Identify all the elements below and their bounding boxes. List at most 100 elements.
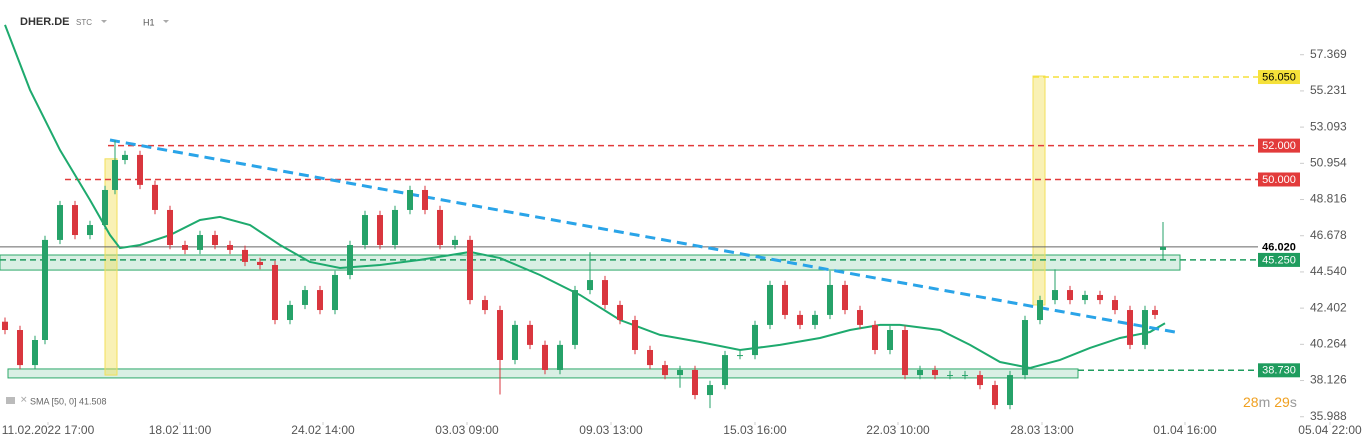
level-label-box <box>1258 138 1300 153</box>
candle-body <box>1052 290 1058 301</box>
candle-body <box>1160 246 1166 250</box>
candle-body <box>932 369 938 376</box>
x-tick-label: 01.04 16:00 <box>1153 423 1217 437</box>
y-tick-label: 44.540 <box>1310 264 1347 278</box>
candle-body <box>587 280 593 291</box>
candle-body <box>977 375 983 386</box>
market[interactable]: STC <box>76 18 92 27</box>
level-label-box <box>1258 239 1300 254</box>
candle-body <box>17 330 23 366</box>
candle-body <box>197 235 203 250</box>
y-tick-label: 46.678 <box>1310 228 1347 242</box>
candle-body <box>497 310 503 360</box>
candle-body <box>152 184 158 210</box>
indicator-icon[interactable] <box>6 397 15 404</box>
y-tick-label: 50.954 <box>1310 156 1347 170</box>
candle-body <box>377 215 383 246</box>
candle-body <box>122 154 128 161</box>
level-label-box <box>1258 363 1300 378</box>
x-tick-label: 09.03 13:00 <box>579 423 643 437</box>
candle-body <box>902 330 908 376</box>
candle-body <box>1007 375 1013 406</box>
candle-body <box>962 375 968 377</box>
candle-body <box>422 189 428 210</box>
candle-body <box>677 369 683 376</box>
highlight-box <box>1032 75 1046 306</box>
candle-body <box>437 209 443 246</box>
candle-body <box>87 225 93 236</box>
symbol[interactable]: DHER.DE <box>20 16 70 28</box>
candle-body <box>572 290 578 345</box>
candle-body <box>212 235 218 246</box>
countdown-seconds: 29 <box>1274 394 1290 410</box>
sma-line <box>4 24 1166 369</box>
countdown-unit: s <box>1290 394 1297 410</box>
candle-body <box>827 284 833 315</box>
x-tick-label: 22.03 10:00 <box>866 423 930 437</box>
x-tick-label: 03.03 09:00 <box>435 423 499 437</box>
interval[interactable]: H1 <box>143 17 155 27</box>
candle-body <box>72 205 78 236</box>
dropdown-caret[interactable] <box>101 20 107 23</box>
candle-body <box>42 239 48 340</box>
candle-body <box>112 160 118 190</box>
y-tick-label: 53.093 <box>1310 119 1347 133</box>
level-label: 56.050 <box>1262 71 1296 83</box>
candle-body <box>632 320 638 350</box>
candle-body <box>707 385 713 396</box>
candle-body <box>542 344 548 370</box>
countdown-minutes: 28 <box>1243 394 1259 410</box>
candle-body <box>662 365 668 376</box>
candle-body <box>242 249 248 262</box>
candle-body <box>1112 300 1118 311</box>
candle-body <box>272 264 278 321</box>
y-tick-label: 57.369 <box>1310 47 1347 61</box>
level-label: 52.000 <box>1262 140 1296 152</box>
candle-body <box>392 209 398 246</box>
y-tick-label: 38.126 <box>1310 373 1347 387</box>
trendline <box>109 138 1176 334</box>
candle-body <box>857 310 863 325</box>
candle-body <box>1127 310 1133 345</box>
dropdown-caret[interactable] <box>163 20 169 23</box>
candle-body <box>482 300 488 311</box>
candle-body <box>767 284 773 325</box>
sma-label: SMA [50, 0] 41.508 <box>30 396 107 406</box>
y-tick-label: 35.988 <box>1310 409 1347 423</box>
candle-body <box>2 321 8 331</box>
x-tick-label: 24.02 14:00 <box>291 423 355 437</box>
candle-body <box>102 189 108 226</box>
level-label: 46.020 <box>1262 241 1296 253</box>
candle-body <box>692 369 698 396</box>
y-tick-label: 40.264 <box>1310 337 1347 351</box>
close-indicator[interactable]: ✕ <box>20 394 28 404</box>
y-tick-label: 48.816 <box>1310 192 1347 206</box>
candle-body <box>917 369 923 376</box>
candle-body <box>167 209 173 246</box>
countdown: 28m 29s <box>1243 394 1297 410</box>
candle-body <box>302 290 308 305</box>
candle-body <box>512 324 518 360</box>
candle-body <box>287 304 293 321</box>
x-tick-label: 11.02.2022 17:00 <box>2 423 95 437</box>
candle-body <box>347 245 353 275</box>
x-tick-label: 28.03 13:00 <box>1010 423 1074 437</box>
candle-body <box>782 284 788 315</box>
candle-body <box>617 304 623 321</box>
x-tick-label: 18.02 11:00 <box>149 423 212 437</box>
candle-body <box>1067 290 1073 301</box>
y-tick-label: 42.402 <box>1310 300 1347 314</box>
candle-body <box>752 324 758 356</box>
level-label: 45.250 <box>1262 254 1296 266</box>
candle-body <box>647 349 653 366</box>
level-label-box <box>1258 70 1300 85</box>
candle-body <box>467 239 473 301</box>
candle-body <box>452 239 458 246</box>
candle-body <box>722 355 728 386</box>
level-label-box <box>1258 172 1300 187</box>
candle-body <box>1142 310 1148 345</box>
candle-body <box>57 205 63 240</box>
candle-body <box>812 314 818 325</box>
